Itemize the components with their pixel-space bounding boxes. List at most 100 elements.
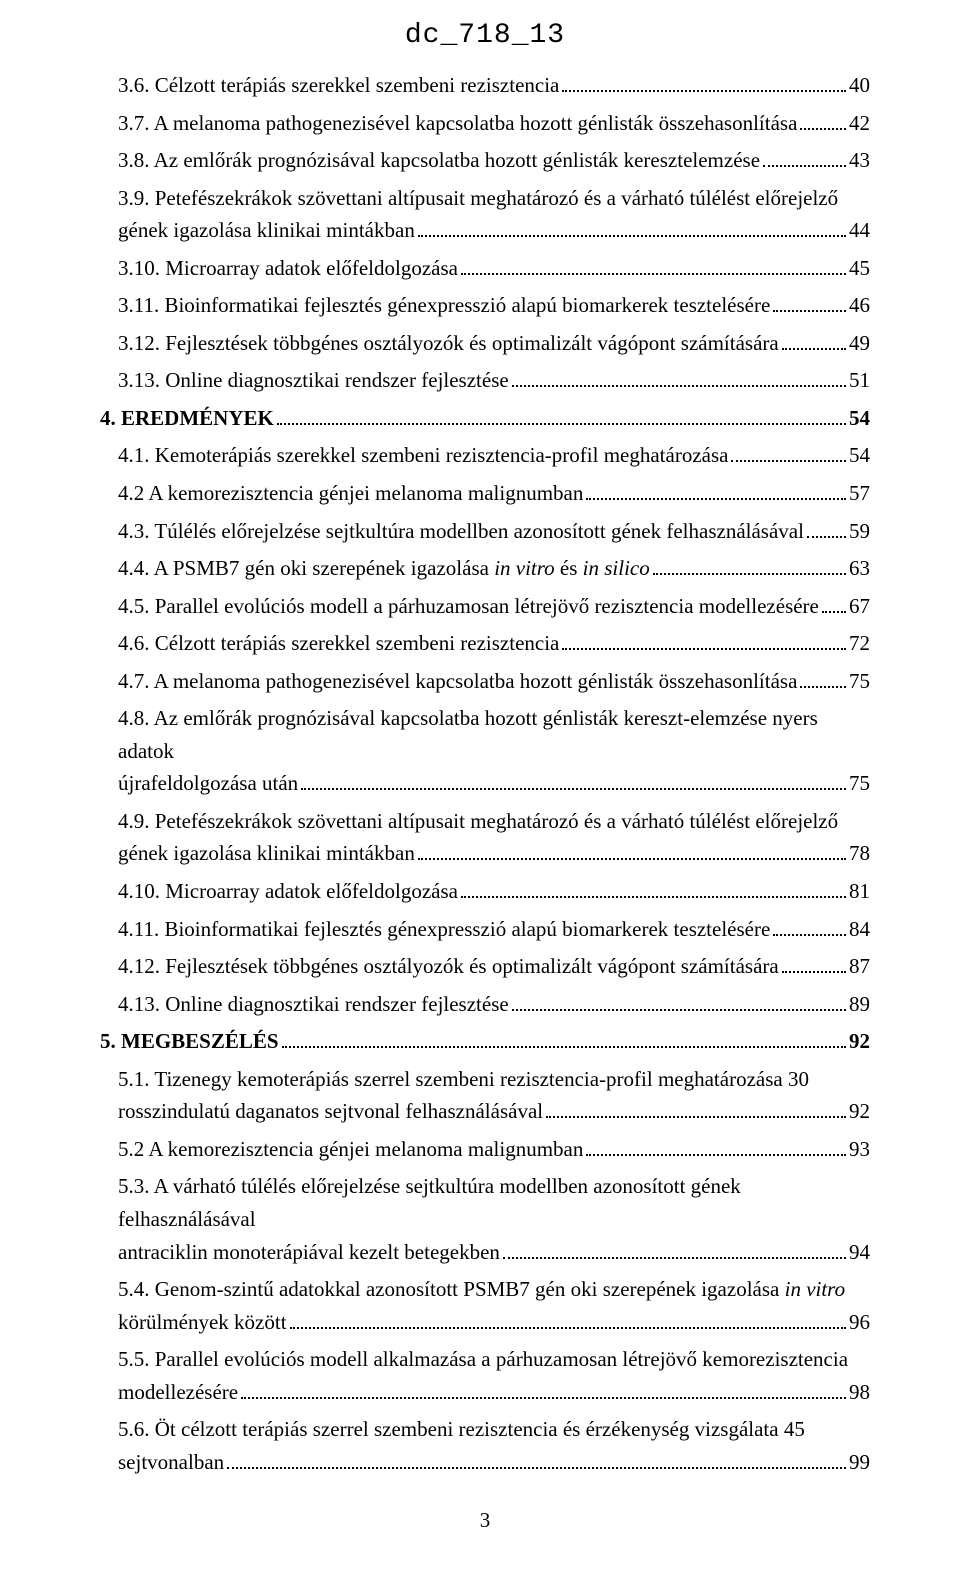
toc-entry: 4.12. Fejlesztések többgénes osztályozók… <box>100 950 870 983</box>
toc-entry-page: 81 <box>849 875 870 908</box>
toc-entry-page: 49 <box>849 327 870 360</box>
toc-entry-page: 99 <box>849 1446 870 1479</box>
toc-entry: 3.11. Bioinformatikai fejlesztés génexpr… <box>100 289 870 322</box>
toc-leader <box>227 1467 846 1469</box>
toc-entry-last-line: gének igazolása klinikai mintákban 44 <box>118 214 870 247</box>
toc-leader <box>782 348 846 350</box>
toc-leader <box>773 934 846 936</box>
toc-entry-text: 4.11. Bioinformatikai fejlesztés génexpr… <box>118 913 770 946</box>
toc-entry-last-line: újrafeldolgozása után 75 <box>118 767 870 800</box>
toc-leader <box>586 1154 846 1156</box>
toc-leader <box>562 90 846 92</box>
toc-entry-text: 4.5. Parallel evolúciós modell a párhuza… <box>118 590 819 623</box>
toc-entry: 3.7. A melanoma pathogenezisével kapcsol… <box>100 107 870 140</box>
toc-entry-page: 59 <box>849 515 870 548</box>
toc-entry: 4.13. Online diagnosztikai rendszer fejl… <box>100 988 870 1021</box>
toc-leader <box>562 648 846 650</box>
toc-entry-page: 57 <box>849 477 870 510</box>
toc-entry-text-tail: gének igazolása klinikai mintákban <box>118 837 415 870</box>
toc-entry: 5.2 A kemorezisztencia génjei melanoma m… <box>100 1133 870 1166</box>
toc-entry-last-line: rosszindulatú daganatos sejtvonal felhas… <box>118 1095 870 1128</box>
toc-leader <box>418 235 846 237</box>
toc-entry: 4.8. Az emlőrák prognózisával kapcsolatb… <box>100 702 870 800</box>
toc-entry: 4.2 A kemorezisztencia génjei melanoma m… <box>100 477 870 510</box>
toc-entry-text: 3.10. Microarray adatok előfeldolgozása <box>118 252 458 285</box>
toc-entry-page: 89 <box>849 988 870 1021</box>
toc-entry-text: 3.13. Online diagnosztikai rendszer fejl… <box>118 364 509 397</box>
toc-leader <box>301 788 846 790</box>
toc-leader <box>773 310 846 312</box>
toc-leader <box>822 611 846 613</box>
toc-entry-page: 93 <box>849 1133 870 1166</box>
toc-entry: 4.11. Bioinformatikai fejlesztés génexpr… <box>100 913 870 946</box>
toc-entry-text: 5. MEGBESZÉLÉS <box>100 1025 279 1058</box>
toc-entry-text-tail: sejtvonalban <box>118 1446 224 1479</box>
toc-entry-text: 4.4. A PSMB7 gén oki szerepének igazolás… <box>118 552 650 585</box>
toc-entry-last-line: sejtvonalban 99 <box>118 1446 870 1479</box>
toc-entry-text-tail: modellezésére <box>118 1376 238 1409</box>
toc-leader <box>503 1257 846 1259</box>
toc-entry: 4.10. Microarray adatok előfeldolgozása … <box>100 875 870 908</box>
toc-entry-page: 54 <box>849 439 870 472</box>
toc-entry-text-first-line: 5.3. A várható túlélés előrejelzése sejt… <box>118 1170 870 1235</box>
table-of-contents: 3.6. Célzott terápiás szerekkel szembeni… <box>100 69 870 1478</box>
toc-entry-page: 87 <box>849 950 870 983</box>
toc-leader <box>290 1327 846 1329</box>
toc-entry-text-first-line: 5.6. Öt célzott terápiás szerrel szemben… <box>118 1413 870 1446</box>
toc-entry: 4.9. Petefészekrákok szövettani altípusa… <box>100 805 870 870</box>
toc-entry-text-first-line: 4.9. Petefészekrákok szövettani altípusa… <box>118 805 870 838</box>
toc-entry-text-tail: körülmények között <box>118 1306 287 1339</box>
toc-entry: 5. MEGBESZÉLÉS 92 <box>100 1025 870 1058</box>
toc-leader <box>800 686 846 688</box>
toc-entry-text: 4.1. Kemoterápiás szerekkel szembeni rez… <box>118 439 728 472</box>
toc-entry-text-first-line: 5.4. Genom-szintű adatokkal azonosított … <box>118 1273 870 1306</box>
toc-entry: 3.9. Petefészekrákok szövettani altípusa… <box>100 182 870 247</box>
toc-entry-text-first-line: 5.5. Parallel evolúciós modell alkalmazá… <box>118 1343 870 1376</box>
page-number: 3 <box>100 1508 870 1533</box>
toc-entry-page: 46 <box>849 289 870 322</box>
toc-leader <box>241 1397 846 1399</box>
toc-entry-text-tail: antraciklin monoterápiával kezelt betege… <box>118 1236 500 1269</box>
toc-entry-page: 92 <box>849 1095 870 1128</box>
toc-entry-text: 4.12. Fejlesztések többgénes osztályozók… <box>118 950 779 983</box>
toc-entry-page: 96 <box>849 1306 870 1339</box>
toc-entry-page: 92 <box>849 1025 870 1058</box>
toc-entry: 4.5. Parallel evolúciós modell a párhuza… <box>100 590 870 623</box>
toc-leader <box>800 128 846 130</box>
toc-entry-text: 3.8. Az emlőrák prognózisával kapcsolatb… <box>118 144 760 177</box>
toc-leader <box>586 498 846 500</box>
toc-entry-text: 3.12. Fejlesztések többgénes osztályozók… <box>118 327 779 360</box>
page-container: dc_718_13 3.6. Célzott terápiás szerekke… <box>0 0 960 1573</box>
toc-entry: 5.1. Tizenegy kemoterápiás szerrel szemb… <box>100 1063 870 1128</box>
toc-entry-text: 3.11. Bioinformatikai fejlesztés génexpr… <box>118 289 770 322</box>
toc-entry: 4.6. Célzott terápiás szerekkel szembeni… <box>100 627 870 660</box>
toc-entry: 5.6. Öt célzott terápiás szerrel szemben… <box>100 1413 870 1478</box>
toc-leader <box>807 536 846 538</box>
toc-entry-text: 4. EREDMÉNYEK <box>100 402 274 435</box>
toc-leader <box>763 165 846 167</box>
toc-entry-page: 51 <box>849 364 870 397</box>
toc-entry-last-line: körülmények között 96 <box>118 1306 870 1339</box>
toc-entry: 5.4. Genom-szintű adatokkal azonosított … <box>100 1273 870 1338</box>
toc-entry: 3.13. Online diagnosztikai rendszer fejl… <box>100 364 870 397</box>
toc-entry-text-first-line: 3.9. Petefészekrákok szövettani altípusa… <box>118 182 870 215</box>
toc-entry-text: 3.7. A melanoma pathogenezisével kapcsol… <box>118 107 797 140</box>
toc-leader <box>461 896 846 898</box>
toc-entry-page: 84 <box>849 913 870 946</box>
toc-leader <box>277 423 846 425</box>
toc-entry-page: 75 <box>849 767 870 800</box>
toc-entry-page: 43 <box>849 144 870 177</box>
toc-entry-text: 3.6. Célzott terápiás szerekkel szembeni… <box>118 69 559 102</box>
toc-entry-page: 72 <box>849 627 870 660</box>
toc-entry-last-line: modellezésére 98 <box>118 1376 870 1409</box>
toc-entry: 4.7. A melanoma pathogenezisével kapcsol… <box>100 665 870 698</box>
toc-entry-text: 4.7. A melanoma pathogenezisével kapcsol… <box>118 665 797 698</box>
toc-leader <box>731 460 846 462</box>
toc-entry: 5.3. A várható túlélés előrejelzése sejt… <box>100 1170 870 1268</box>
toc-entry-text-tail: gének igazolása klinikai mintákban <box>118 214 415 247</box>
toc-entry-text: 4.3. Túlélés előrejelzése sejtkultúra mo… <box>118 515 804 548</box>
toc-entry: 3.8. Az emlőrák prognózisával kapcsolatb… <box>100 144 870 177</box>
toc-leader <box>782 971 846 973</box>
toc-entry-page: 98 <box>849 1376 870 1409</box>
toc-entry-text: 4.13. Online diagnosztikai rendszer fejl… <box>118 988 509 1021</box>
